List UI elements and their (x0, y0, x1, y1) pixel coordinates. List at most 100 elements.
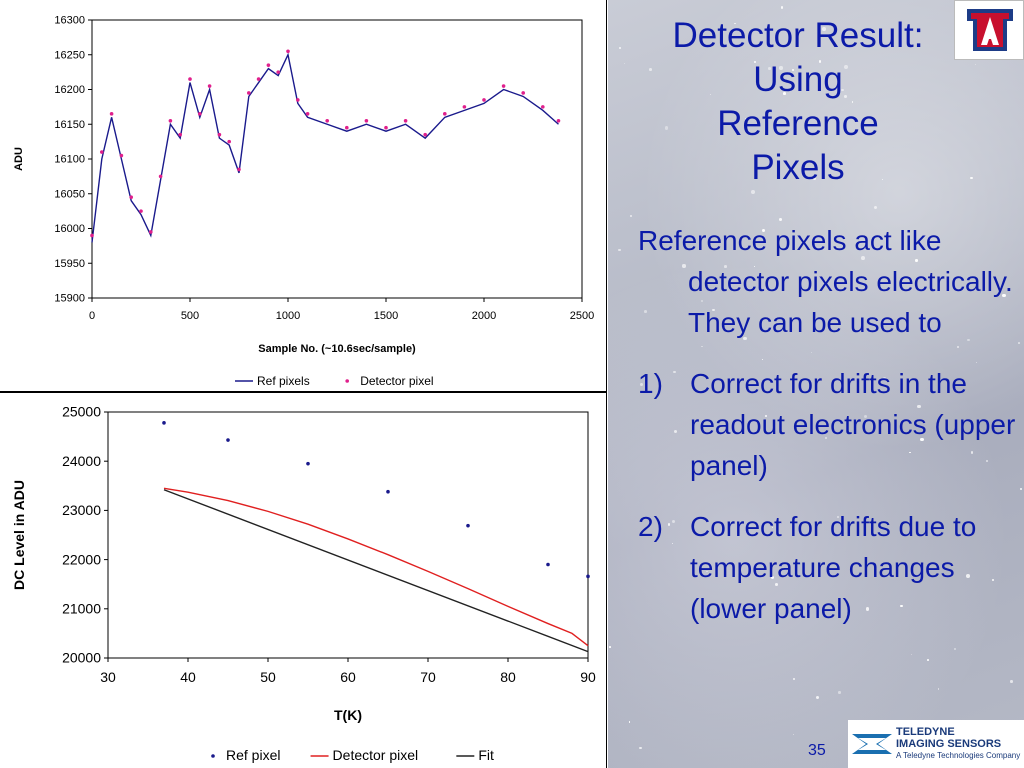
star (639, 382, 643, 386)
star (827, 241, 830, 244)
star (701, 345, 703, 348)
data-point (207, 84, 212, 88)
star (780, 6, 783, 9)
data-point (305, 112, 310, 116)
star (920, 437, 924, 442)
star (851, 101, 854, 104)
x-tick-label: 1000 (276, 310, 300, 322)
star (900, 604, 903, 608)
list-item: 2) Correct for drifts due to temperature… (638, 506, 1018, 629)
teledyne-line1: TELEDYNE (896, 726, 955, 738)
star (985, 460, 988, 463)
x-tick-label: 2000 (472, 310, 496, 322)
star (838, 691, 841, 694)
star (1002, 293, 1007, 298)
y-tick-label: 25000 (62, 404, 101, 420)
star (836, 515, 840, 519)
star (812, 176, 816, 180)
star (974, 63, 976, 65)
star (792, 677, 796, 681)
y-tick-label: 24000 (62, 453, 101, 469)
star (975, 361, 978, 364)
drift-chart: 15900 15950 16000 16050 16100 16150 16200 16250… (13, 15, 594, 388)
star (815, 696, 819, 700)
star (873, 205, 878, 209)
star (917, 404, 921, 409)
star (991, 578, 994, 582)
x-axis-label: Sample No. (~10.6sec/sample) (258, 343, 416, 355)
star (628, 721, 631, 723)
star (969, 176, 973, 180)
star (881, 178, 884, 181)
star (783, 92, 786, 95)
slide-title: Detector Result: Using Reference Pixels (672, 16, 924, 187)
star (909, 451, 911, 454)
y-tick-label: 20000 (62, 650, 101, 666)
star (767, 66, 771, 70)
star (649, 67, 653, 71)
data-point (556, 118, 561, 123)
y-tick-label: 16100 (54, 154, 85, 166)
star (965, 573, 970, 578)
data-point (162, 421, 166, 425)
series-line (163, 487, 589, 647)
star (751, 190, 755, 195)
y-tick-label: 16000 (54, 223, 85, 235)
data-point (198, 112, 202, 116)
legend-label: Detector pixel (360, 374, 433, 388)
data-point (100, 150, 104, 154)
x-tick-label: 70 (420, 669, 436, 685)
y-axis-label: DC Level in ADU (11, 480, 27, 590)
star (764, 414, 768, 417)
data-point (384, 125, 388, 130)
star (844, 65, 849, 69)
data-point (226, 438, 230, 442)
temperature-chart: 20000 21000 22000 23000 24000 25000 30 40 50 60 70… (11, 404, 596, 763)
data-point (266, 63, 271, 67)
star (673, 370, 676, 374)
star (953, 647, 957, 651)
star (861, 256, 866, 261)
star (618, 248, 621, 252)
x-tick-label: 90 (580, 669, 596, 685)
star (672, 519, 676, 523)
data-point (90, 233, 94, 238)
star (926, 659, 929, 662)
data-point (276, 70, 281, 74)
data-point (586, 574, 590, 579)
y-axis-label: ADU (13, 147, 25, 171)
star (629, 214, 633, 218)
data-point (217, 132, 222, 137)
x-tick-label: 60 (340, 669, 356, 685)
star (706, 570, 709, 573)
y-tick-label: 21000 (62, 600, 101, 616)
plot-area (91, 19, 583, 299)
star (762, 229, 766, 233)
data-point (247, 91, 251, 95)
data-point (521, 91, 525, 95)
data-point (466, 523, 470, 528)
star (700, 299, 704, 302)
star (843, 95, 847, 98)
y-tick-label: 23000 (62, 502, 101, 518)
star (863, 414, 867, 419)
y-tick-label: 22000 (62, 551, 101, 567)
star (937, 688, 940, 690)
star (1018, 342, 1020, 344)
data-point (139, 209, 143, 213)
star (770, 576, 774, 580)
data-point (306, 461, 310, 466)
y-tick-label: 15950 (54, 258, 85, 270)
star (915, 259, 918, 262)
y-tick-label: 16300 (54, 15, 85, 27)
star (810, 352, 812, 354)
x-tick-label: 50 (260, 669, 276, 685)
data-point (386, 489, 390, 494)
list-text: Correct for drifts due to temperature ch… (690, 511, 977, 624)
star (619, 46, 622, 49)
data-point (482, 98, 486, 102)
data-point (168, 118, 173, 123)
star (865, 606, 870, 611)
teledyne-mark-icon (852, 734, 892, 754)
star (724, 264, 727, 268)
